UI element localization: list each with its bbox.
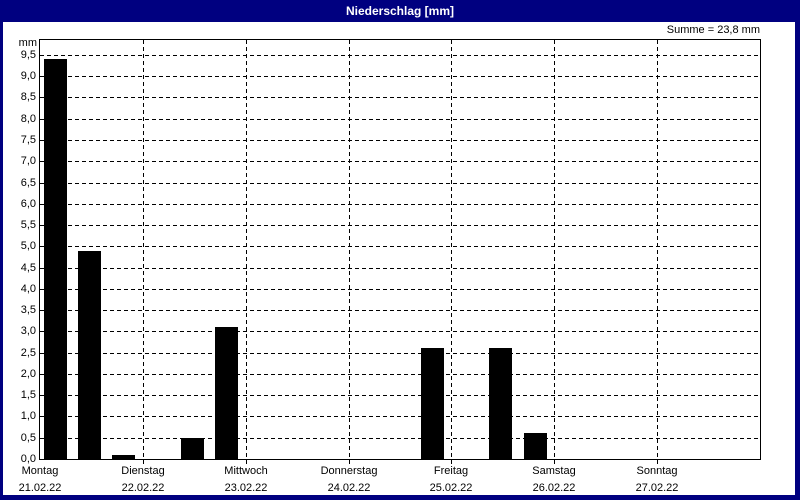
window-border-bottom <box>0 495 800 500</box>
x-gridline <box>451 40 452 459</box>
x-gridline <box>657 40 658 459</box>
y-gridline <box>40 353 760 354</box>
y-gridline <box>40 310 760 311</box>
x-gridline <box>554 40 555 459</box>
y-tick-label: 5,0 <box>20 240 36 252</box>
y-gridline <box>40 225 760 226</box>
x-axis-tick <box>143 460 144 464</box>
x-axis-tick <box>246 460 247 464</box>
bar <box>78 251 101 459</box>
y-gridline <box>40 331 760 332</box>
day-label: Samstag <box>532 465 576 477</box>
x-gridline <box>349 40 350 459</box>
x-gridline <box>246 40 247 459</box>
y-tick-label: 4,0 <box>20 283 36 295</box>
day-label: Sonntag <box>636 465 678 477</box>
y-gridline <box>40 395 760 396</box>
title-bar: Niederschlag [mm] <box>0 0 800 22</box>
window-border-left <box>0 22 3 500</box>
date-label: 25.02.22 <box>429 482 473 494</box>
y-tick-label: 9,5 <box>20 49 36 61</box>
y-tick-label: 0,5 <box>20 432 36 444</box>
bar <box>421 348 444 459</box>
window-border-right <box>795 22 800 500</box>
y-gridline <box>40 204 760 205</box>
x-axis-tick <box>349 460 350 464</box>
day-label: Donnerstag <box>320 465 378 477</box>
y-tick-label: 0,0 <box>20 453 36 465</box>
y-tick-label: 5,5 <box>20 219 36 231</box>
y-gridline <box>40 97 760 98</box>
x-axis-tick <box>657 460 658 464</box>
y-tick-label: 7,0 <box>20 155 36 167</box>
y-tick-label: 1,0 <box>20 410 36 422</box>
y-gridline <box>40 374 760 375</box>
date-label: 22.02.22 <box>121 482 165 494</box>
day-label: Montag <box>21 465 59 477</box>
y-tick-label: 7,5 <box>20 134 36 146</box>
date-label: 24.02.22 <box>327 482 371 494</box>
y-gridline <box>40 268 760 269</box>
bar <box>524 433 547 459</box>
y-tick-label: 8,5 <box>20 91 36 103</box>
bar <box>181 438 204 459</box>
y-gridline <box>40 246 760 247</box>
y-tick-label: 1,5 <box>20 389 36 401</box>
bar <box>44 59 67 459</box>
y-gridline <box>40 416 760 417</box>
y-tick-label: 2,0 <box>20 368 36 380</box>
y-gridline <box>40 119 760 120</box>
y-tick-label: 8,0 <box>20 113 36 125</box>
plot-area <box>39 39 761 460</box>
day-label: Mittwoch <box>224 465 268 477</box>
date-label: 26.02.22 <box>532 482 576 494</box>
y-gridline <box>40 76 760 77</box>
y-axis-unit-label: mm <box>18 37 37 49</box>
x-gridline <box>143 40 144 459</box>
y-gridline <box>40 438 760 439</box>
y-gridline <box>40 55 760 56</box>
y-tick-label: 9,0 <box>20 70 36 82</box>
day-label: Freitag <box>433 465 469 477</box>
bar <box>489 348 512 459</box>
date-label: 23.02.22 <box>224 482 268 494</box>
y-tick-label: 6,0 <box>20 198 36 210</box>
y-tick-label: 6,5 <box>20 177 36 189</box>
y-gridline <box>40 289 760 290</box>
y-gridline <box>40 183 760 184</box>
bar <box>215 327 238 459</box>
y-gridline <box>40 161 760 162</box>
y-tick-label: 2,5 <box>20 347 36 359</box>
date-label: 27.02.22 <box>635 482 679 494</box>
day-label: Dienstag <box>121 465 165 477</box>
sum-label: Summe = 23,8 mm <box>666 24 760 36</box>
y-tick-label: 4,5 <box>20 262 36 274</box>
chart-title: Niederschlag [mm] <box>345 4 455 18</box>
x-axis-tick <box>554 460 555 464</box>
x-axis-tick <box>451 460 452 464</box>
date-label: 21.02.22 <box>18 482 62 494</box>
y-tick-label: 3,0 <box>20 325 36 337</box>
y-tick-label: 3,5 <box>20 304 36 316</box>
y-gridline <box>40 140 760 141</box>
bar <box>112 455 135 459</box>
